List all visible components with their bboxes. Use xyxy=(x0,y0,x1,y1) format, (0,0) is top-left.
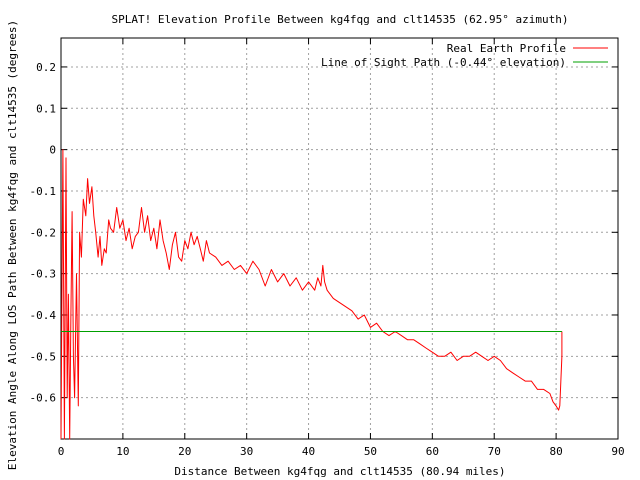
legend-label-line-of-sight: Line of Sight Path (-0.44° elevation) xyxy=(321,56,566,69)
y-tick-label: 0.2 xyxy=(36,61,56,74)
grid-lines xyxy=(61,38,618,439)
y-tick-label: -0.1 xyxy=(30,185,57,198)
y-tick-label: -0.3 xyxy=(30,268,57,281)
x-tick-label: 50 xyxy=(364,445,377,458)
x-tick-label: 20 xyxy=(178,445,191,458)
x-axis-label: Distance Between kg4fqg and clt14535 (80… xyxy=(174,465,505,478)
y-tick-label: 0 xyxy=(49,144,56,157)
y-tick-label: -0.2 xyxy=(30,226,57,239)
x-tick-label: 0 xyxy=(58,445,65,458)
x-tick-label: 10 xyxy=(116,445,129,458)
y-axis-ticks: -0.6 -0.5 -0.4 -0.3 -0.2 -0.1 0 0.1 0.2 xyxy=(30,61,618,405)
series-line-real-earth-profile xyxy=(60,149,563,440)
x-tick-label: 70 xyxy=(488,445,501,458)
legend: Real Earth Profile Line of Sight Path (-… xyxy=(321,42,608,69)
chart-title: SPLAT! Elevation Profile Between kg4fqg … xyxy=(112,13,569,26)
y-tick-label: -0.4 xyxy=(30,309,57,322)
x-tick-label: 80 xyxy=(549,445,562,458)
y-axis-label: Elevation Angle Along LOS Path Between k… xyxy=(6,20,19,470)
x-tick-label: 40 xyxy=(302,445,315,458)
x-tick-label: 30 xyxy=(240,445,253,458)
series-group xyxy=(60,149,563,440)
x-axis-ticks: 0 10 20 30 40 50 60 70 80 90 xyxy=(58,38,625,458)
legend-label-real-earth: Real Earth Profile xyxy=(447,42,566,55)
y-tick-label: 0.1 xyxy=(36,102,56,115)
y-tick-label: -0.6 xyxy=(30,392,57,405)
y-tick-label: -0.5 xyxy=(30,350,57,363)
plot-frame xyxy=(60,37,619,440)
x-tick-label: 90 xyxy=(611,445,624,458)
x-tick-label: 60 xyxy=(426,445,439,458)
